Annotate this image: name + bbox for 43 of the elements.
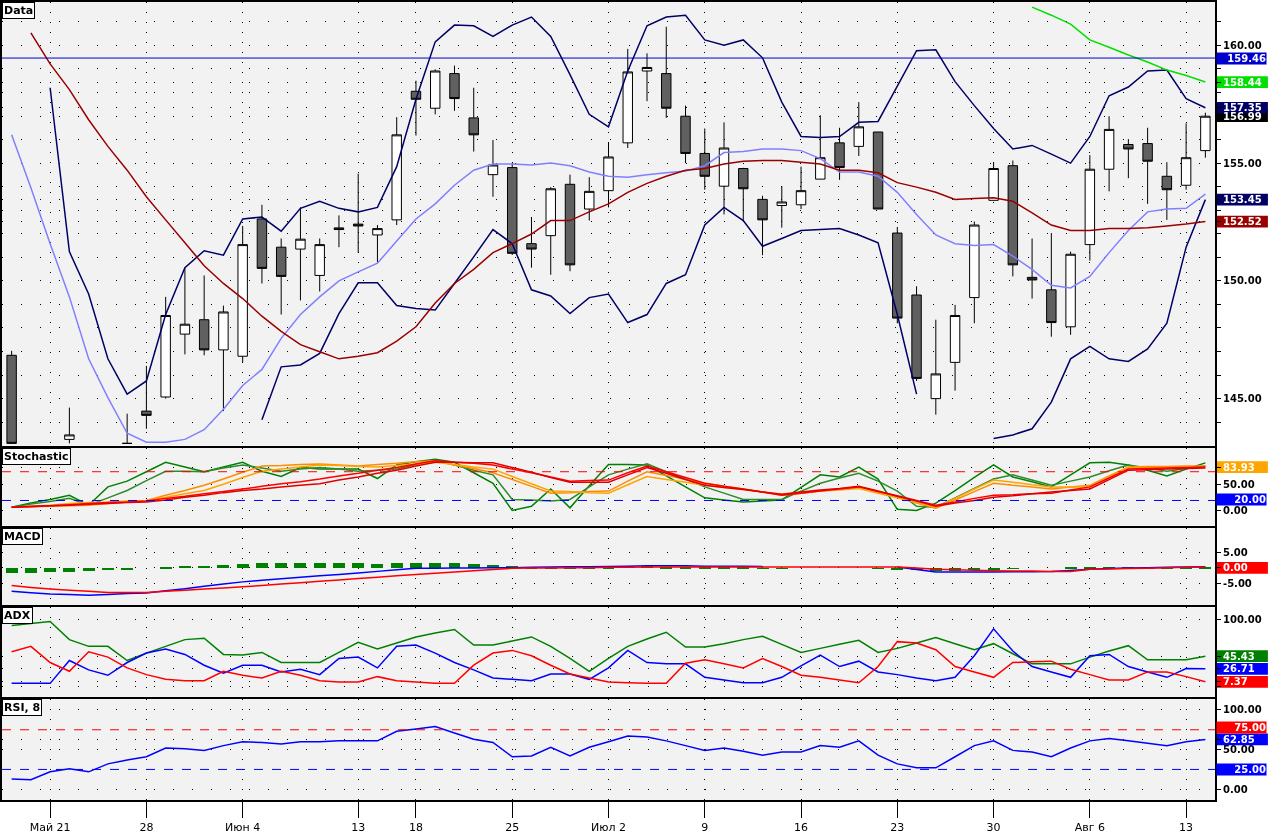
x-tick-label: 13 xyxy=(1179,821,1194,834)
y-tick-label: 155.00 xyxy=(1223,157,1262,169)
y-tick-label: 145.00 xyxy=(1223,393,1262,405)
ref-line-label: 25.00 xyxy=(1234,764,1266,775)
x-tick-label: 30 xyxy=(986,821,1001,834)
x-tick-label: 28 xyxy=(139,821,154,834)
y-tick-label: 50.00 xyxy=(1223,479,1255,491)
y-tick-label: 100.00 xyxy=(1223,704,1262,716)
y-tick-label: 160.00 xyxy=(1223,39,1262,51)
y-tick-label: 7.37 xyxy=(1223,676,1248,688)
x-tick-label: 25 xyxy=(505,821,520,834)
x-tick-label: 9 xyxy=(701,821,709,834)
chart-title: Data xyxy=(4,4,34,17)
y-tick-label: 62.85 xyxy=(1223,733,1255,745)
y-tick-label: 5.00 xyxy=(1223,547,1248,559)
y-tick-label: 45.43 xyxy=(1223,650,1255,662)
x-tick-label: Май 21 xyxy=(29,821,71,834)
y-tick-label: 100.00 xyxy=(1223,613,1262,625)
y-tick-label: 0.00 xyxy=(1223,505,1248,517)
chart-title: RSI, 8 xyxy=(4,701,41,714)
y-tick-label: 83.93 xyxy=(1223,461,1255,473)
x-tick-label: 23 xyxy=(890,821,905,834)
ref-line-label: 20.00 xyxy=(1234,494,1266,505)
y-tick-label: -5.00 xyxy=(1223,577,1252,589)
x-tick-label: Июн 4 xyxy=(225,821,261,834)
y-tick-label: 50.00 xyxy=(1223,744,1255,756)
ref-line-label: 159.46 xyxy=(1227,53,1266,64)
ref-line-label: 75.00 xyxy=(1234,722,1266,733)
x-tick-label: 16 xyxy=(794,821,809,834)
y-tick-label: 150.00 xyxy=(1223,275,1262,287)
x-tick-label: Авг 6 xyxy=(1074,821,1105,834)
y-tick-label: 152.52 xyxy=(1223,216,1262,228)
y-tick-label: 26.71 xyxy=(1223,663,1255,675)
x-tick-label: Июл 2 xyxy=(590,821,627,834)
y-tick-label: 0.00 xyxy=(1223,562,1248,574)
x-tick-label: 13 xyxy=(351,821,366,834)
y-tick-label: 158.44 xyxy=(1223,76,1262,88)
y-tick-label: 153.45 xyxy=(1223,194,1262,206)
chart-title: ADX xyxy=(4,609,31,622)
y-tick-label: 0.00 xyxy=(1223,783,1248,795)
chart-title: MACD xyxy=(4,530,41,543)
x-tick-label: 18 xyxy=(408,821,423,834)
chart-title: Stochastic xyxy=(4,450,69,463)
